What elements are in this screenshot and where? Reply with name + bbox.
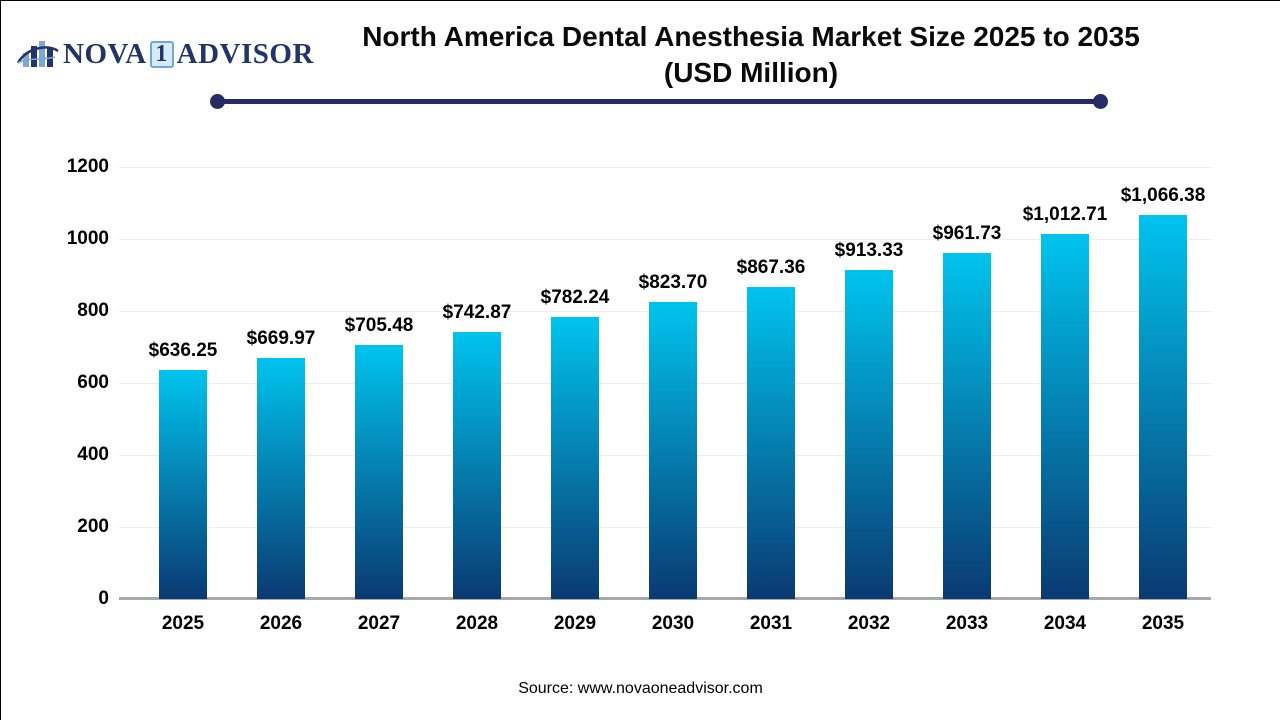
- bar-value-label-2034: $1,012.71: [1022, 204, 1108, 225]
- y-axis-tick-label-200: 200: [77, 516, 109, 537]
- logo-text: NOVA 1 ADVISOR: [63, 38, 314, 71]
- bar-value-label-2030: $823.70: [638, 272, 708, 293]
- bar-value-label-2031: $867.36: [736, 257, 806, 278]
- x-axis-tick-label-2035: 2035: [1141, 613, 1185, 634]
- bar-2034: [1041, 234, 1089, 599]
- plot-area: 0 200 400 600 800 1000 1200 $636.25 2025 $669.97 2…: [67, 156, 1211, 634]
- logo: NOVA 1 ADVISOR: [17, 37, 314, 71]
- chart-title: North America Dental Anesthesia Market S…: [306, 19, 1196, 91]
- bar-2031: [747, 287, 795, 599]
- bar-2026: [257, 358, 305, 599]
- bar-value-label-2032: $913.33: [834, 240, 904, 261]
- bar-2033: [943, 253, 991, 599]
- source-text: Source: www.novaoneadvisor.com: [518, 680, 763, 697]
- x-axis-tick-label-2026: 2026: [259, 613, 303, 634]
- bar-value-label-2027: $705.48: [344, 315, 414, 336]
- bar-2025: [159, 370, 207, 599]
- bar-2035: [1139, 215, 1187, 599]
- x-axis-tick-label-2025: 2025: [161, 613, 205, 634]
- gridline-1200: [119, 167, 1211, 168]
- bar-2030: [649, 302, 697, 599]
- bar-value-label-2029: $782.24: [540, 287, 610, 308]
- x-axis-tick-label-2029: 2029: [553, 613, 597, 634]
- bar-value-label-2033: $961.73: [932, 223, 1002, 244]
- bar-2029: [551, 317, 599, 599]
- chart-title-line2: (USD Million): [663, 57, 839, 88]
- y-axis-tick-label-1000: 1000: [66, 228, 109, 249]
- title-underline-decoration: [210, 94, 1108, 109]
- y-axis-tick-label-600: 600: [77, 372, 109, 393]
- y-axis-tick-label-800: 800: [77, 300, 109, 321]
- y-axis-tick-label-400: 400: [77, 444, 109, 465]
- gridline-1000: [119, 239, 1211, 240]
- bar-value-label-2026: $669.97: [246, 328, 316, 349]
- logo-text-nova: NOVA: [63, 37, 147, 70]
- x-axis-tick-label-2028: 2028: [455, 613, 499, 634]
- y-axis-tick-label-1200: 1200: [66, 156, 109, 177]
- x-axis-tick-label-2030: 2030: [651, 613, 695, 634]
- x-axis-tick-label-2031: 2031: [749, 613, 793, 634]
- logo-bar-chart-icon: [17, 41, 59, 67]
- bar-2027: [355, 345, 403, 599]
- x-axis-tick-label-2027: 2027: [357, 613, 401, 634]
- y-axis-tick-label-0: 0: [98, 588, 109, 609]
- bar-value-label-2025: $636.25: [148, 340, 218, 361]
- bar-2032: [845, 270, 893, 599]
- x-axis-tick-label-2033: 2033: [945, 613, 989, 634]
- bar-value-label-2035: $1,066.38: [1120, 185, 1206, 206]
- logo-text-advisor: ADVISOR: [176, 37, 314, 70]
- chart-title-line1: North America Dental Anesthesia Market S…: [362, 21, 1140, 52]
- x-axis-tick-label-2034: 2034: [1043, 613, 1087, 634]
- logo-badge-1: 1: [149, 40, 174, 68]
- bar-value-label-2028: $742.87: [442, 302, 512, 323]
- bar-2028: [453, 332, 501, 599]
- x-axis-tick-label-2032: 2032: [847, 613, 891, 634]
